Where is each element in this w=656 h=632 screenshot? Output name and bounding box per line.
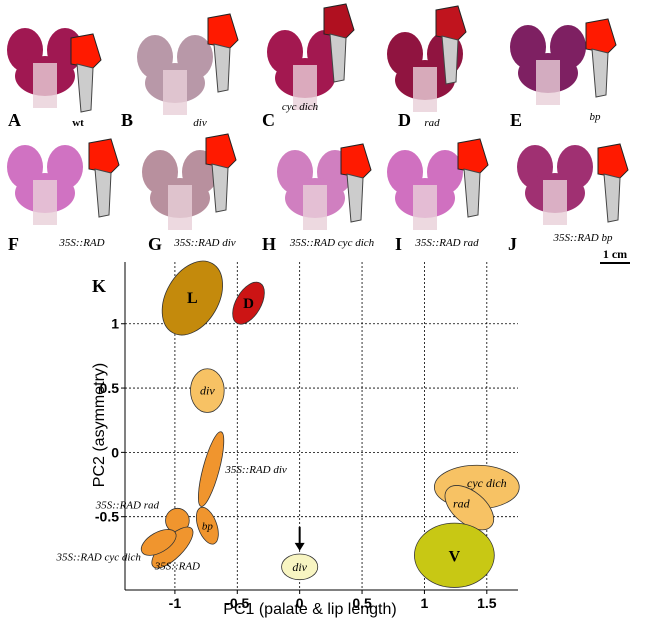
ellipse-mark — [197, 431, 225, 507]
schematic-tube — [463, 168, 481, 218]
x-tick-label: 1.5 — [477, 595, 497, 611]
schematic-lobe — [205, 133, 237, 169]
genotype-label: 35S::RAD rad — [414, 237, 479, 249]
panel-letter: A — [8, 110, 21, 130]
flower-tube — [413, 67, 437, 112]
ellipse-label: 35S::RAD div — [224, 464, 287, 476]
genotype-label: 35S::RAD — [58, 237, 104, 249]
schematic-tube — [329, 33, 347, 83]
x-tick-label: -1 — [169, 595, 182, 611]
schematic-tube — [346, 173, 364, 223]
schematic-lobe — [88, 138, 120, 174]
schematic-lobe — [585, 18, 617, 54]
schematic-tube — [603, 173, 621, 223]
ellipse-label: D — [243, 296, 254, 312]
flower-tube — [33, 63, 57, 108]
schematic-tube — [211, 163, 229, 213]
ellipse-label: 35S::RAD cyc dich — [56, 551, 142, 563]
flower-tube — [303, 185, 327, 230]
genotype-label: bp — [590, 111, 602, 123]
scale-bar-label: 1 cm — [603, 247, 627, 261]
flower-tube — [293, 65, 317, 110]
schematic-tube — [591, 48, 609, 98]
schematic-tube — [441, 35, 459, 85]
panel-letter: C — [262, 110, 275, 130]
ellipse-label: div — [292, 560, 307, 574]
ellipse-mark — [195, 506, 219, 545]
genotype-label: wt — [72, 117, 84, 129]
ellipse-mark — [414, 522, 495, 588]
y-tick-label: 0 — [111, 444, 119, 460]
panel-letter: H — [262, 234, 276, 254]
panel-letter: K — [92, 276, 106, 296]
panel-letter: F — [8, 234, 19, 254]
ellipse-label: V — [449, 548, 461, 565]
genotype-label: 35S::RAD cyc dich — [289, 237, 375, 249]
schematic-tube — [94, 168, 112, 218]
panel-letter: I — [395, 234, 402, 254]
x-axis-label: PC1 (palate & lip length) — [223, 601, 396, 618]
schematic-lobe — [340, 143, 372, 179]
ellipse-label: cyc dich — [467, 476, 507, 490]
flower-tube — [168, 185, 192, 230]
genotype-label: div — [193, 117, 207, 129]
schematic-lobe — [207, 13, 239, 49]
y-tick-label: 0.5 — [100, 380, 120, 396]
genotype-label: cyc dich — [282, 101, 319, 113]
flower-tube — [413, 185, 437, 230]
genotype-label: 35S::RAD div — [173, 237, 236, 249]
ellipse-label: 35S::RAD rad — [95, 500, 160, 512]
flower-tube — [33, 180, 57, 225]
flower-tube — [163, 70, 187, 115]
x-tick-label: -0.5 — [225, 595, 249, 611]
schematic-lobe — [70, 33, 102, 69]
schematic-tube — [213, 43, 231, 93]
genotype-label: 35S::RAD bp — [553, 232, 613, 244]
flower-tube — [536, 60, 560, 105]
genotype-label: rad — [424, 117, 440, 129]
schematic-tube — [76, 63, 94, 113]
ellipse-mark — [281, 553, 319, 581]
schematic-lobe — [435, 5, 467, 41]
ellipse-mark — [232, 281, 265, 325]
panel-letter: J — [508, 234, 517, 254]
y-axis-label: PC2 (asymmetry) — [91, 363, 108, 487]
ellipse-label: 35S::RAD — [154, 561, 200, 573]
schematic-lobe — [457, 138, 489, 174]
schematic-lobe — [597, 143, 629, 179]
y-tick-label: 1 — [111, 316, 119, 332]
ellipse-mark — [140, 529, 177, 556]
ellipse-label: div — [200, 384, 215, 398]
x-tick-label: 0 — [296, 595, 304, 611]
ellipse-mark — [444, 485, 495, 531]
x-tick-label: 0.5 — [352, 595, 372, 611]
panel-letter: B — [121, 110, 133, 130]
ellipse-label: L — [187, 290, 198, 307]
ellipse-label: bp — [202, 521, 214, 533]
y-tick-label: -0.5 — [95, 509, 119, 525]
panel-letter: E — [510, 110, 522, 130]
schematic-lobe — [323, 3, 355, 39]
panel-letter: G — [148, 234, 162, 254]
ellipse-label: rad — [453, 497, 471, 511]
ellipse-mark — [161, 260, 223, 336]
arrow-head — [294, 542, 305, 551]
panel-letter: D — [398, 110, 411, 130]
ellipse-mark — [190, 368, 225, 413]
flower-tube — [543, 180, 567, 225]
x-tick-label: 1 — [421, 595, 429, 611]
